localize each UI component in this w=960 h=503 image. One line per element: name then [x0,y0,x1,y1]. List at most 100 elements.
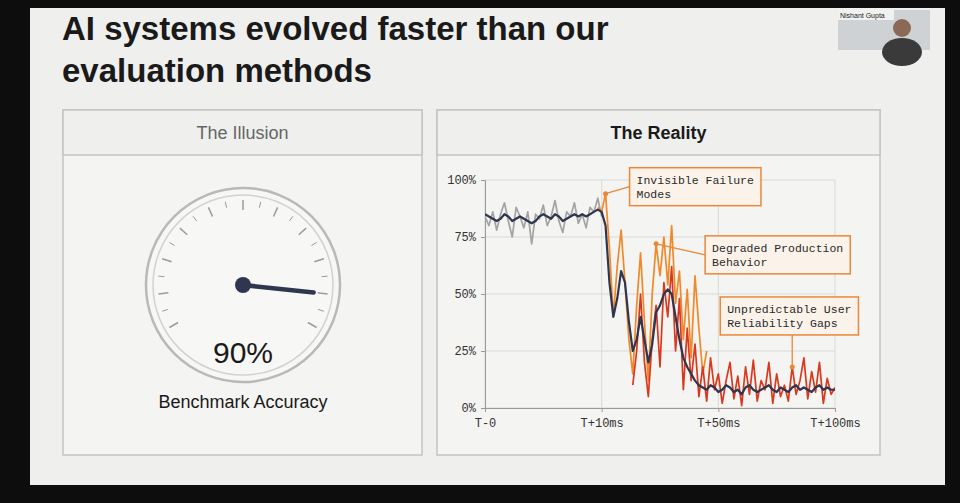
gauge-needle [243,285,314,292]
gauge-tick [169,323,178,328]
gauge-label: Benchmark Accuracy [158,392,327,412]
speaker-head [893,19,911,37]
grid-line [835,180,836,408]
annotation-point [603,191,608,196]
tick-label: 50% [454,288,476,302]
tick: 25% [454,345,485,359]
axis-line [481,181,486,409]
gauge-tick [162,259,172,262]
tick-mark [481,351,485,352]
gauge-tick [289,216,293,221]
tick-label: T+50ms [697,417,740,431]
axis-line [486,409,836,413]
leader-line [606,187,630,194]
tick: T+50ms [697,408,740,431]
tick-label: 0% [462,402,477,416]
speaker-name: Nishant Gupta [840,12,885,20]
annotation: Degraded ProductionBehavior [654,236,851,274]
gauge-tick [314,259,324,262]
slide-canvas: AI systems evolved faster than our evalua… [0,0,960,503]
panel-header [63,110,422,155]
gauge-tick [274,207,278,216]
tick-label: 25% [454,345,476,359]
page: AI systems evolved faster than our evalua… [0,0,960,503]
gauge-hub [235,277,251,293]
annotation: Unpredictable UserReliability Gaps [720,297,858,370]
text-line: Behavior [712,256,767,269]
tick: 50% [454,288,485,302]
panel-header [437,110,880,155]
gauge-tick [318,309,324,311]
text-line: AI systems evolved faster than our [62,10,609,47]
gauge-tick [162,309,168,311]
line-chart: 0% 25% 50% 75% 100% T-0 T+10ms T+50ms T+100ms [447,174,861,430]
annotation-text: Invisible FailureModes [637,174,754,201]
annotation-box [630,168,761,206]
annotation-box [720,297,858,335]
panel: The Illusion [63,110,422,455]
tick: T-0 [475,408,497,431]
series-line [485,198,602,244]
tick-label: 100% [447,174,477,188]
tick-mark [485,408,486,412]
annotation-point [790,364,795,369]
tick-mark [602,408,603,412]
tick-mark [718,408,719,412]
gauge-tick [225,202,226,208]
annotation: Invisible FailureModes [603,168,761,206]
gauge-tick [158,293,168,294]
tick-label: T+100ms [810,417,860,431]
tick: 0% [462,402,485,416]
gauge-tick [158,276,164,278]
tick-mark [481,237,485,238]
x-axis: T-0 T+10ms T+50ms T+100ms [475,408,861,431]
gauge-tick [308,323,317,328]
panel-title: The Reality [610,123,706,143]
gauge-dial [146,188,340,382]
tick-mark [481,180,485,181]
gauge-tick [299,228,306,235]
tick-label: 75% [454,231,476,245]
tick-mark [481,294,485,295]
gauge-value: 90% [213,336,273,369]
gauge: 90% Benchmark Accuracy [146,188,340,412]
panel-title: The Illusion [196,123,288,143]
tick-label: T+10ms [581,417,624,431]
gauge-tick [180,228,187,235]
annotations: Invisible FailureModes Degraded Productio… [603,168,858,370]
speaker-thumbnail: Nishant Gupta [838,10,930,66]
gauge-bezel [153,195,333,375]
tick-mark [481,408,485,409]
text-line: evaluation methods [62,52,372,89]
name-strip [838,10,894,20]
leader-line [792,335,793,367]
annotation-box [705,236,850,274]
gauge-tick [322,276,328,278]
gauge-tick [318,293,328,294]
screen-background [0,0,960,503]
slide-title: AI systems evolved faster than our evalua… [62,10,609,89]
gauge-tick [311,243,316,246]
tick: T+100ms [810,408,860,431]
tick-mark [835,408,836,412]
panel: The Reality [437,110,880,455]
slide-background [30,8,945,485]
text-line: Reliability Gaps [727,317,837,330]
annotation-text: Unpredictable UserReliability Gaps [727,303,851,330]
annotation-text: Degraded ProductionBehavior [712,242,843,269]
tick: 100% [447,174,485,188]
text-line: Unpredictable User [727,303,851,316]
gauge-tick [208,207,212,216]
grid [485,180,835,408]
tick: 75% [454,231,485,245]
y-axis: 0% 25% 50% 75% 100% [447,174,485,416]
text-line: Degraded Production [712,242,843,255]
tick-label: T-0 [475,417,497,431]
tick: T+10ms [581,408,624,431]
grid-line [485,294,835,295]
panel-frame [437,110,880,455]
series-line [633,267,835,406]
series-line [598,194,707,381]
gauge-tick [259,202,260,208]
gauge-tick [169,243,174,246]
